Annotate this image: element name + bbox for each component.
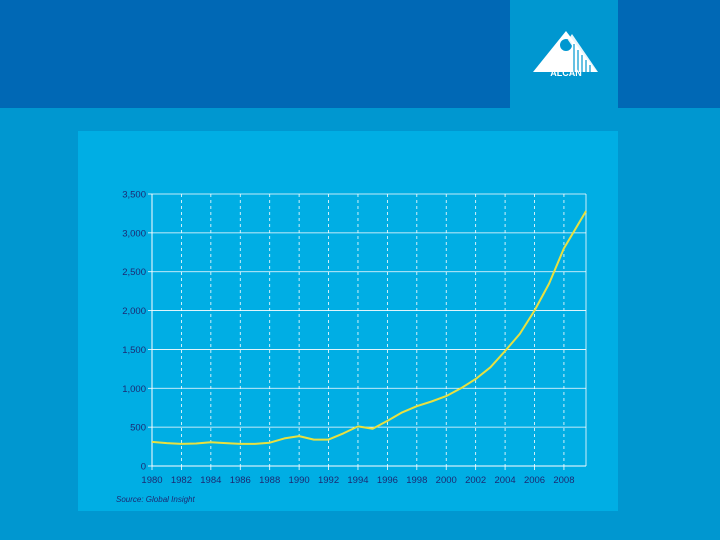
chart-grid xyxy=(151,193,586,466)
alcan-triangle-logo-icon: ALCAN xyxy=(533,31,598,78)
series-line xyxy=(151,210,587,445)
x-axis-tick-labels: 1980 1982 1984 1986 1988 1990 1992 1994 1996 1998… xyxy=(141,475,574,486)
y-tick-label: 500 xyxy=(130,423,146,434)
x-tick-label: 1982 xyxy=(171,475,192,486)
x-tick-label: 1984 xyxy=(200,475,221,486)
y-tick-label: 0 xyxy=(141,462,146,473)
x-tick-label: 1990 xyxy=(289,475,310,486)
chart-series xyxy=(151,210,587,445)
y-tick-label: 3,500 xyxy=(122,190,146,201)
y-tick-label: 2,500 xyxy=(122,267,146,278)
x-tick-label: 1988 xyxy=(259,475,280,486)
x-tick-label: 1998 xyxy=(406,475,427,486)
chart-axes xyxy=(148,193,587,470)
alcan-logo: ALCAN xyxy=(510,0,618,108)
x-tick-label: 2006 xyxy=(524,475,545,486)
x-tick-label: 1980 xyxy=(141,475,162,486)
y-axis-tick-labels: 0 500 1,000 1,500 2,000 2,500 3,000 3,500 xyxy=(122,190,146,473)
x-tick-label: 1992 xyxy=(318,475,339,486)
x-tick-label: 1986 xyxy=(230,475,251,486)
y-tick-label: 2,000 xyxy=(122,306,146,317)
x-tick-label: 2002 xyxy=(465,475,486,486)
chart-panel: 0 500 1,000 1,500 2,000 2,500 3,000 3,500 1980 1… xyxy=(78,131,618,511)
y-tick-label: 3,000 xyxy=(122,228,146,239)
logo-text: ALCAN xyxy=(550,68,582,78)
x-tick-label: 1994 xyxy=(347,475,368,486)
x-tick-label: 2004 xyxy=(495,475,516,486)
x-tick-label: 2000 xyxy=(436,475,457,486)
y-tick-label: 1,000 xyxy=(122,384,146,395)
y-tick-label: 1,500 xyxy=(122,345,146,356)
x-tick-label: 2008 xyxy=(553,475,574,486)
source-note: Source: Global Insight xyxy=(116,495,195,504)
x-tick-label: 1996 xyxy=(377,475,398,486)
